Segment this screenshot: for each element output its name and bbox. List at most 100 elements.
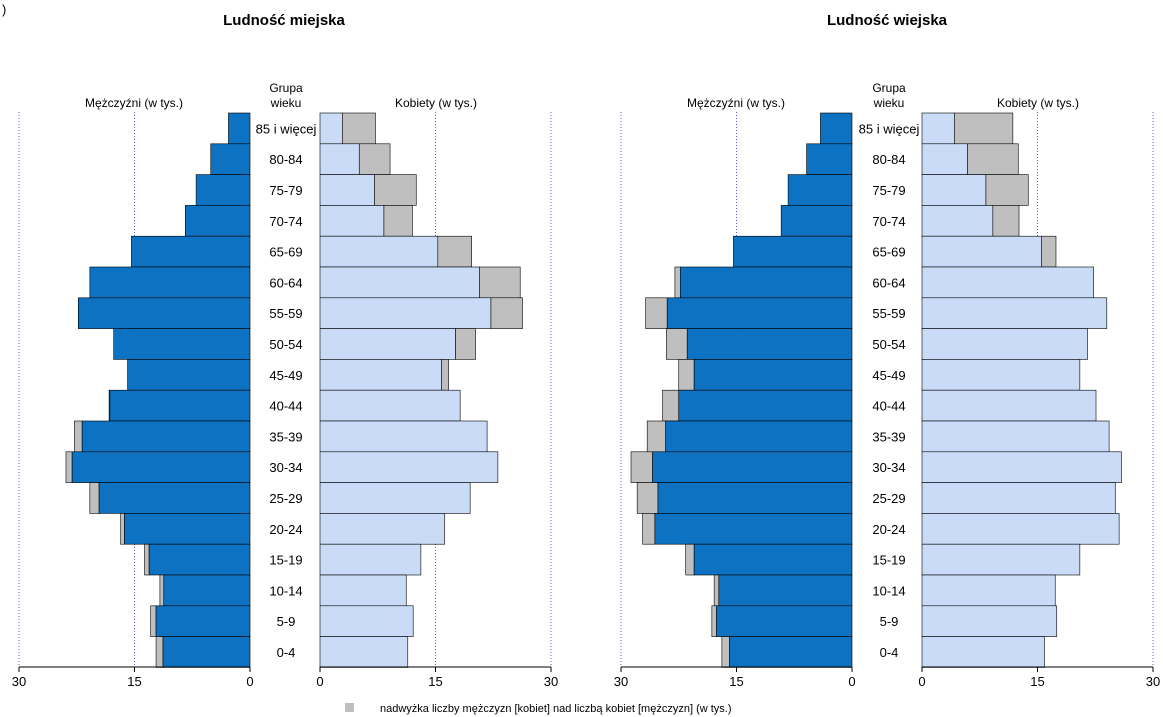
male-bar xyxy=(185,205,251,237)
male-surplus-bar xyxy=(713,574,720,607)
tick-label: 15 xyxy=(428,674,442,689)
age-header-line: Grupa xyxy=(269,81,303,95)
female-bar xyxy=(319,174,375,206)
female-surplus-bar xyxy=(985,174,1029,206)
male-bar xyxy=(81,420,251,453)
tick-label: 15 xyxy=(1030,674,1044,689)
female-bar xyxy=(921,605,1058,637)
female-bar xyxy=(921,389,1097,422)
male-bar xyxy=(71,451,251,483)
female-surplus-bar xyxy=(954,112,1014,145)
female-bar xyxy=(921,451,1122,483)
age-label: 80-84 xyxy=(269,152,302,167)
female-surplus-bar xyxy=(342,112,376,145)
age-label: 25-29 xyxy=(269,491,302,506)
male-surplus-bar xyxy=(630,451,653,483)
age-label: 85 i więcej xyxy=(256,121,317,136)
figure-label: ) xyxy=(2,2,6,17)
tick-label: 30 xyxy=(614,674,628,689)
male-bar xyxy=(89,266,251,299)
age-header-line: wieku xyxy=(270,96,302,110)
male-bar xyxy=(820,112,853,145)
tick-label: 0 xyxy=(316,674,323,689)
male-surplus-bar xyxy=(646,420,666,453)
male-bar xyxy=(733,235,853,268)
female-bar xyxy=(319,420,488,453)
male-bar xyxy=(679,266,853,299)
female-surplus-bar xyxy=(490,297,523,329)
male-bar xyxy=(113,328,251,360)
female-bar xyxy=(319,328,456,360)
age-label: 70-74 xyxy=(872,214,905,229)
male-bar xyxy=(693,543,853,576)
age-label: 60-64 xyxy=(872,275,905,290)
age-label: 65-69 xyxy=(872,245,905,260)
female-label: Kobiety (w tys.) xyxy=(997,96,1079,110)
female-bar xyxy=(921,513,1120,545)
female-bar xyxy=(319,605,414,637)
female-bar xyxy=(921,205,994,237)
male-surplus-bar xyxy=(642,513,656,545)
age-label: 30-34 xyxy=(269,460,302,475)
age-label: 25-29 xyxy=(872,491,905,506)
age-header-line: wieku xyxy=(873,96,905,110)
female-bar xyxy=(921,420,1110,453)
male-bar xyxy=(109,389,251,422)
age-label: 85 i więcej xyxy=(859,121,920,136)
female-bar xyxy=(319,482,471,514)
age-label: 5-9 xyxy=(277,614,296,629)
age-label: 65-69 xyxy=(269,245,302,260)
male-bar xyxy=(127,359,251,391)
female-bar xyxy=(319,451,499,483)
male-surplus-bar xyxy=(74,420,83,453)
female-bar xyxy=(319,574,407,607)
male-bar xyxy=(693,359,853,391)
female-bar xyxy=(319,297,492,329)
male-bar xyxy=(666,297,853,329)
female-label: Kobiety (w tys.) xyxy=(395,96,477,110)
tick-label: 15 xyxy=(729,674,743,689)
male-bar xyxy=(686,328,853,360)
legend: nadwyżka liczby mężczyzn [kobiet] nad li… xyxy=(345,703,732,715)
age-label: 50-54 xyxy=(872,337,905,352)
male-bar xyxy=(195,174,251,206)
age-label: 10-14 xyxy=(872,583,905,598)
female-bar xyxy=(319,543,422,576)
female-bar xyxy=(319,235,439,268)
male-surplus-bar xyxy=(711,605,717,637)
age-label: 5-9 xyxy=(880,614,899,629)
age-label: 60-64 xyxy=(269,275,302,290)
female-bar xyxy=(319,513,446,545)
male-surplus-bar xyxy=(636,482,659,514)
female-surplus-bar xyxy=(455,328,476,360)
female-bar xyxy=(921,174,987,206)
age-label: 35-39 xyxy=(269,429,302,444)
female-surplus-bar xyxy=(358,143,391,175)
age-label: 0-4 xyxy=(277,645,296,660)
male-bar xyxy=(787,174,853,206)
age-label: 80-84 xyxy=(872,152,905,167)
age-label: 0-4 xyxy=(880,645,899,660)
age-label: 75-79 xyxy=(269,183,302,198)
male-surplus-bar xyxy=(144,543,150,576)
tick-label: 30 xyxy=(12,674,26,689)
female-surplus-bar xyxy=(967,143,1019,175)
male-bar xyxy=(98,482,251,514)
male-bar xyxy=(718,574,853,607)
age-label: 35-39 xyxy=(872,429,905,444)
female-bar xyxy=(319,389,461,422)
female-bar xyxy=(921,636,1045,668)
age-label: 45-49 xyxy=(872,368,905,383)
chart-title: Ludność wiejska xyxy=(827,12,948,29)
male-surplus-bar xyxy=(666,328,688,360)
female-bar xyxy=(921,266,1095,299)
male-surplus-bar xyxy=(120,513,125,545)
female-bar xyxy=(921,359,1081,391)
female-bar xyxy=(921,235,1042,268)
age-label: 40-44 xyxy=(872,399,905,414)
male-bar xyxy=(228,112,251,145)
male-bar xyxy=(652,451,853,483)
female-surplus-bar xyxy=(1041,235,1057,268)
